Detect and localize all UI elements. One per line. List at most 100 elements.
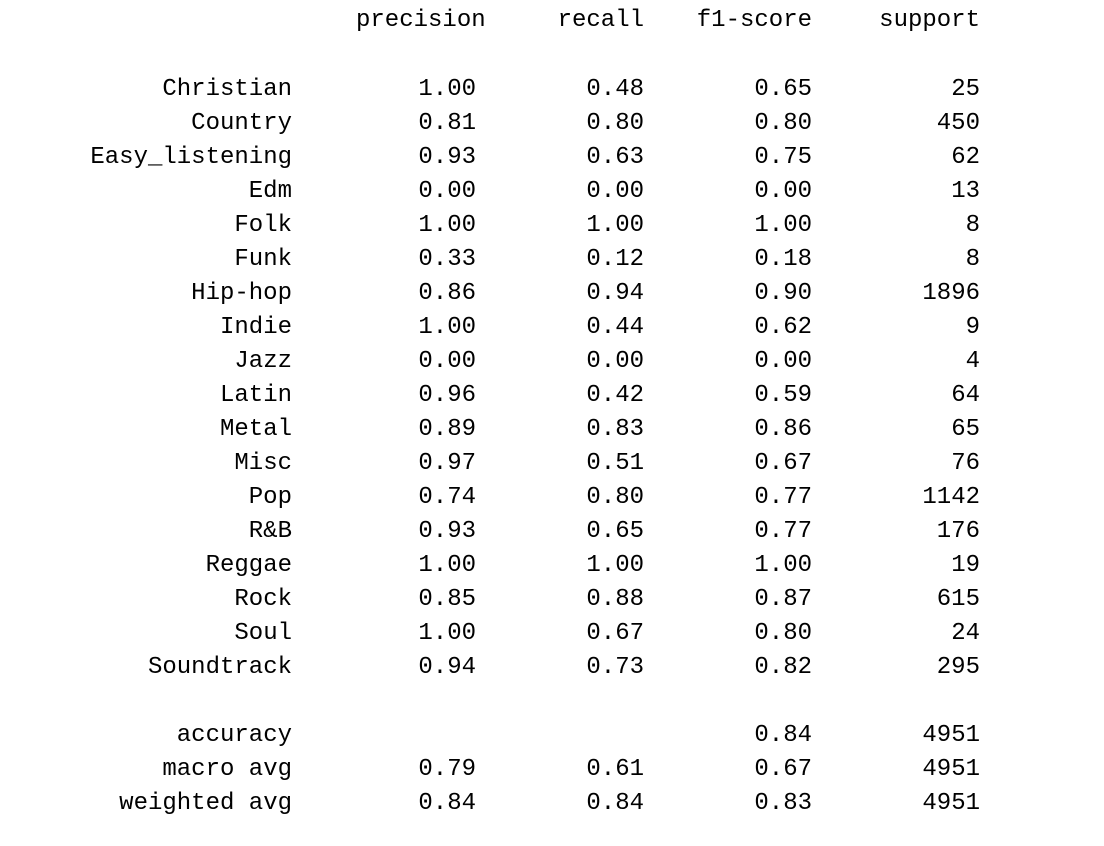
row-recall: 0.73 [586, 654, 644, 681]
row-label: Country [191, 110, 292, 137]
row-label: R&B [248, 518, 292, 545]
table-row: Country 0.81 0.80 0.80 450 [0, 107, 1104, 141]
table-row: Easy_listening 0.93 0.63 0.75 62 [0, 141, 1104, 175]
row-label: Jazz [234, 348, 292, 375]
row-f1-score: 0.80 [754, 110, 812, 137]
row-f1-score: 0.59 [754, 382, 812, 409]
row-f1-score: 0.86 [754, 416, 812, 443]
table-row: Indie 1.00 0.44 0.62 9 [0, 311, 1104, 345]
row-label: Reggae [205, 552, 292, 579]
row-label: Metal [219, 416, 292, 443]
row-precision: 0.97 [418, 450, 476, 477]
row-support: 295 [936, 654, 980, 681]
summary-row-weighted-avg: weighted avg 0.84 0.84 0.83 4951 [0, 787, 1104, 821]
table-row: Pop 0.74 0.80 0.77 1142 [0, 481, 1104, 515]
row-support: 450 [936, 110, 980, 137]
row-recall: 0.94 [586, 280, 644, 307]
row-support: 25 [951, 76, 980, 103]
row-label: Christian [162, 76, 292, 103]
header-support: support [879, 7, 980, 34]
row-recall: 1.00 [586, 552, 644, 579]
table-row: Soundtrack 0.94 0.73 0.82 295 [0, 651, 1104, 685]
row-support: 8 [965, 212, 980, 239]
row-recall: 0.42 [586, 382, 644, 409]
row-f1-score: 0.77 [754, 518, 812, 545]
summary-row-accuracy: accuracy 0.84 4951 [0, 719, 1104, 753]
row-f1-score: 0.75 [754, 144, 812, 171]
summary-f1-score: 0.83 [754, 790, 812, 817]
row-support: 62 [951, 144, 980, 171]
row-precision: 0.86 [418, 280, 476, 307]
summary-f1-score: 0.67 [754, 756, 812, 783]
summary-label: weighted avg [119, 790, 292, 817]
row-precision: 0.00 [418, 178, 476, 205]
row-precision: 0.33 [418, 246, 476, 273]
row-f1-score: 0.00 [754, 348, 812, 375]
row-f1-score: 0.77 [754, 484, 812, 511]
summary-f1-score: 0.84 [754, 722, 812, 749]
table-row: R&B 0.93 0.65 0.77 176 [0, 515, 1104, 549]
row-recall: 0.00 [586, 178, 644, 205]
header-recall: recall [557, 7, 644, 34]
table-row: Edm 0.00 0.00 0.00 13 [0, 175, 1104, 209]
row-recall: 0.67 [586, 620, 644, 647]
header-f1-score: f1-score [696, 7, 812, 34]
row-f1-score: 0.62 [754, 314, 812, 341]
row-support: 13 [951, 178, 980, 205]
row-precision: 0.81 [418, 110, 476, 137]
row-support: 65 [951, 416, 980, 443]
row-recall: 1.00 [586, 212, 644, 239]
row-label: Soul [234, 620, 292, 647]
row-f1-score: 0.65 [754, 76, 812, 103]
table-row: Christian 1.00 0.48 0.65 25 [0, 73, 1104, 107]
summary-label: accuracy [176, 722, 292, 749]
row-recall: 0.83 [586, 416, 644, 443]
row-precision: 0.74 [418, 484, 476, 511]
row-precision: 1.00 [418, 552, 476, 579]
table-row: Folk 1.00 1.00 1.00 8 [0, 209, 1104, 243]
row-precision: 0.93 [418, 144, 476, 171]
summary-recall [524, 719, 644, 753]
row-precision: 0.85 [418, 586, 476, 613]
row-precision: 1.00 [418, 620, 476, 647]
row-f1-score: 0.82 [754, 654, 812, 681]
row-precision: 0.00 [418, 348, 476, 375]
summary-precision: 0.79 [418, 756, 476, 783]
row-label: Folk [234, 212, 292, 239]
summary-recall: 0.84 [586, 790, 644, 817]
summary-label: macro avg [162, 756, 292, 783]
row-f1-score: 0.87 [754, 586, 812, 613]
row-support: 9 [965, 314, 980, 341]
row-label: Rock [234, 586, 292, 613]
row-recall: 0.51 [586, 450, 644, 477]
row-recall: 0.63 [586, 144, 644, 171]
table-row: Reggae 1.00 1.00 1.00 19 [0, 549, 1104, 583]
row-support: 1142 [922, 484, 980, 511]
row-support: 76 [951, 450, 980, 477]
summary-support: 4951 [922, 790, 980, 817]
row-recall: 0.12 [586, 246, 644, 273]
row-f1-score: 0.00 [754, 178, 812, 205]
row-support: 615 [936, 586, 980, 613]
table-row: Latin 0.96 0.42 0.59 64 [0, 379, 1104, 413]
row-precision: 0.94 [418, 654, 476, 681]
row-label: Soundtrack [147, 654, 292, 681]
row-support: 8 [965, 246, 980, 273]
table-row: Jazz 0.00 0.00 0.00 4 [0, 345, 1104, 379]
summary-support: 4951 [922, 756, 980, 783]
row-f1-score: 0.90 [754, 280, 812, 307]
row-support: 24 [951, 620, 980, 647]
summary-row-macro-avg: macro avg 0.79 0.61 0.67 4951 [0, 753, 1104, 787]
row-label: Latin [219, 382, 292, 409]
row-label: Funk [234, 246, 292, 273]
summary-support: 4951 [922, 722, 980, 749]
table-row: Soul 1.00 0.67 0.80 24 [0, 617, 1104, 651]
table-row: Hip-hop 0.86 0.94 0.90 1896 [0, 277, 1104, 311]
row-label: Pop [248, 484, 292, 511]
row-recall: 0.65 [586, 518, 644, 545]
row-support: 4 [965, 348, 980, 375]
row-support: 176 [936, 518, 980, 545]
row-recall: 0.88 [586, 586, 644, 613]
row-recall: 0.80 [586, 484, 644, 511]
